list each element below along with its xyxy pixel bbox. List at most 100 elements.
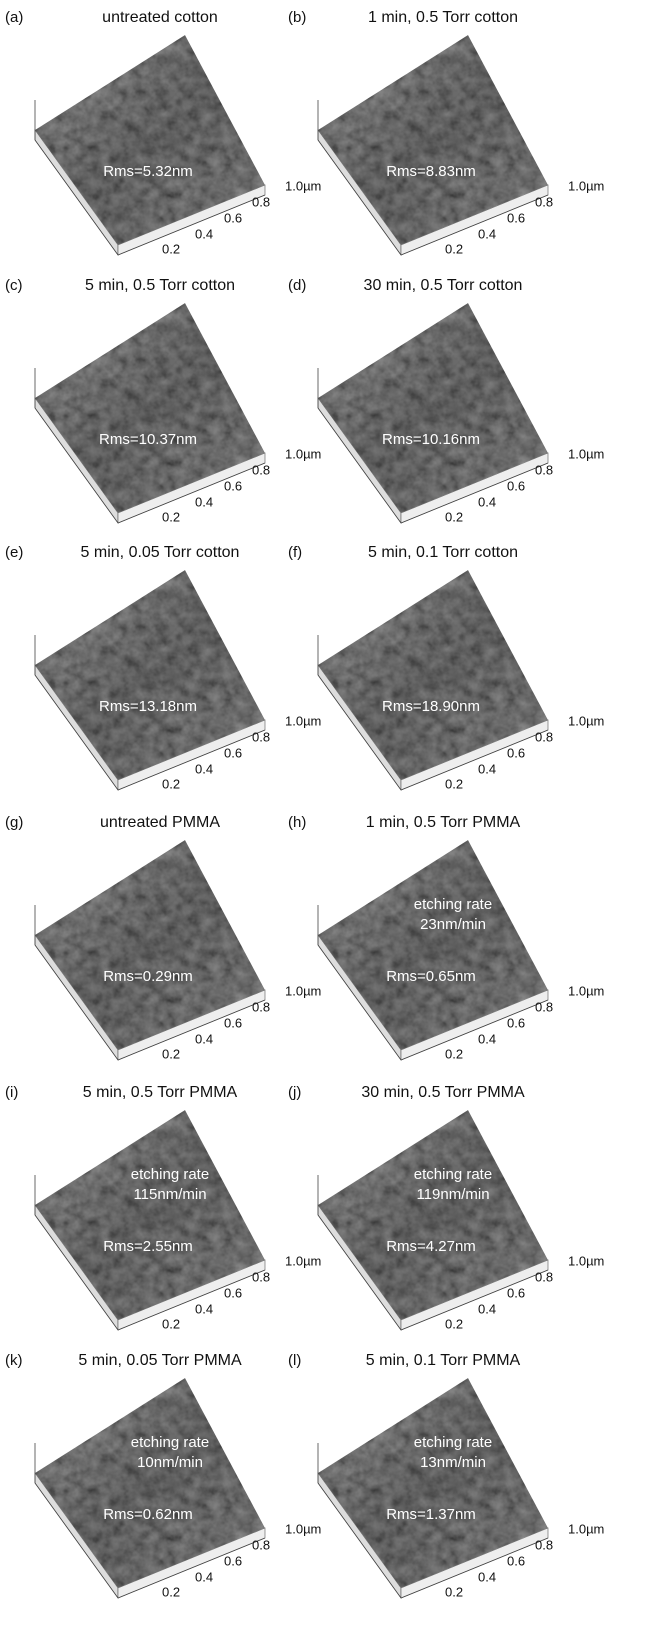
axis-tick-label: 0.6 [224, 478, 242, 493]
panel-label: (l) [288, 1352, 301, 1369]
panel-label: (e) [5, 544, 23, 561]
axis-tick-label: 0.8 [252, 194, 270, 209]
panel-title: untreated PMMA [100, 814, 220, 831]
axis-tick-label: 0.6 [224, 745, 242, 760]
etching-rate: 13nm/min [420, 1454, 486, 1471]
axis-tick-label: 0.2 [162, 1316, 180, 1331]
panel-label: (k) [5, 1352, 23, 1369]
axis-tick-label: 0.2 [162, 776, 180, 791]
axis-tick-label: 0.2 [162, 1046, 180, 1061]
axis-tick-label: 0.8 [535, 999, 553, 1014]
panel-title: 5 min, 0.05 Torr cotton [81, 544, 240, 561]
axis-tick-label: 0.6 [224, 210, 242, 225]
axis-tick-label: 0.8 [535, 462, 553, 477]
panel-label: (d) [288, 277, 306, 294]
axis-tick-label: 0.2 [445, 241, 463, 256]
panel-title: 5 min, 0.5 Torr cotton [85, 277, 235, 294]
rms-value: Rms=13.18nm [99, 698, 197, 715]
axis-tick-label: 0.4 [478, 494, 496, 509]
axis-tick-label: 0.2 [162, 509, 180, 524]
etching-rate: etching rate [414, 896, 492, 913]
panel-title: 1 min, 0.5 Torr cotton [368, 9, 518, 26]
axis-tick-label: 0.2 [162, 1584, 180, 1599]
panel-title: untreated cotton [102, 9, 218, 26]
rms-value: Rms=1.37nm [386, 1506, 476, 1523]
axis-tick-label: 0.4 [195, 226, 213, 241]
axis-tick-label: 1.0µm [568, 1253, 604, 1268]
axis-tick-label: 0.6 [507, 478, 525, 493]
axis-tick-label: 1.0µm [568, 178, 604, 193]
etching-rate: etching rate [131, 1166, 209, 1183]
axis-tick-label: 0.6 [224, 1553, 242, 1568]
rms-value: Rms=0.29nm [103, 968, 193, 985]
etching-rate: 10nm/min [137, 1454, 203, 1471]
axis-tick-label: 0.2 [445, 1584, 463, 1599]
axis-tick-label: 0.4 [195, 1569, 213, 1584]
panel-label: (g) [5, 814, 23, 831]
axis-tick-label: 0.6 [507, 1553, 525, 1568]
axis-tick-label: 1.0µm [285, 446, 321, 461]
axis-tick-label: 0.4 [478, 1031, 496, 1046]
rms-value: Rms=10.37nm [99, 431, 197, 448]
afm-panel: (a)untreated cotton0.20.40.60.81.0µmRms=… [5, 9, 321, 256]
etching-rate: 119nm/min [416, 1186, 489, 1203]
axis-tick-label: 0.4 [478, 1569, 496, 1584]
panel-title: 5 min, 0.1 Torr PMMA [366, 1352, 521, 1369]
etching-rate: etching rate [131, 1434, 209, 1451]
axis-tick-label: 1.0µm [285, 178, 321, 193]
axis-tick-label: 0.8 [252, 462, 270, 477]
panel-title: 5 min, 0.1 Torr cotton [368, 544, 518, 561]
axis-tick-label: 0.6 [507, 745, 525, 760]
axis-tick-label: 0.2 [445, 1316, 463, 1331]
panel-label: (b) [288, 9, 306, 26]
rms-value: Rms=8.83nm [386, 163, 476, 180]
etching-rate: etching rate [414, 1166, 492, 1183]
axis-tick-label: 1.0µm [285, 983, 321, 998]
axis-tick-label: 0.4 [478, 226, 496, 241]
rms-value: Rms=0.65nm [386, 968, 476, 985]
axis-tick-label: 0.6 [507, 1285, 525, 1300]
axis-tick-label: 1.0µm [568, 446, 604, 461]
panel-title: 30 min, 0.5 Torr cotton [364, 277, 523, 294]
axis-tick-label: 0.6 [507, 1015, 525, 1030]
axis-tick-label: 0.4 [478, 1301, 496, 1316]
rms-value: Rms=18.90nm [382, 698, 480, 715]
axis-tick-label: 1.0µm [568, 1521, 604, 1536]
axis-tick-label: 0.6 [224, 1015, 242, 1030]
rms-value: Rms=2.55nm [103, 1238, 193, 1255]
axis-tick-label: 0.4 [478, 761, 496, 776]
axis-tick-label: 0.2 [445, 1046, 463, 1061]
afm-panel: (d)30 min, 0.5 Torr cotton0.20.40.60.81.… [288, 277, 604, 524]
afm-panel: (g)untreated PMMA0.20.40.60.81.0µmRms=0.… [5, 814, 321, 1061]
rms-value: Rms=0.62nm [103, 1506, 193, 1523]
panel-label: (a) [5, 9, 23, 26]
afm-panel: (f)5 min, 0.1 Torr cotton0.20.40.60.81.0… [288, 544, 604, 791]
afm-panel: (b) 1 min, 0.5 Torr cotton 0.2 0.4 0.6 0.8 1.0… [288, 9, 604, 256]
panel-label: (c) [5, 277, 23, 294]
etching-rate: etching rate [414, 1434, 492, 1451]
afm-panel: (i)5 min, 0.5 Torr PMMA0.20.40.60.81.0µm… [5, 1084, 321, 1331]
axis-tick-label: 1.0µm [285, 1253, 321, 1268]
axis-tick-label: 0.6 [507, 210, 525, 225]
axis-tick-label: 0.8 [535, 194, 553, 209]
panel-title: 5 min, 0.5 Torr PMMA [83, 1084, 238, 1101]
rms-value: Rms=5.32nm [103, 163, 193, 180]
rms-value: Rms=10.16nm [382, 431, 480, 448]
panel-title: 1 min, 0.5 Torr PMMA [366, 814, 521, 831]
afm-panel: (k)5 min, 0.05 Torr PMMA0.20.40.60.81.0µ… [5, 1352, 321, 1599]
figure: (a) untreated cotton 0.2 0.4 0.6 0.8 1.0µm Rms=… [0, 0, 649, 1649]
axis-tick-label: 0.8 [252, 1537, 270, 1552]
panel-label: (f) [288, 544, 302, 561]
axis-tick-label: 1.0µm [568, 713, 604, 728]
etching-rate: 115nm/min [133, 1186, 206, 1203]
axis-tick-label: 1.0µm [285, 713, 321, 728]
afm-panel: (e)5 min, 0.05 Torr cotton0.20.40.60.81.… [5, 544, 321, 791]
axis-tick-label: 0.8 [535, 729, 553, 744]
axis-tick-label: 0.6 [224, 1285, 242, 1300]
axis-tick-label: 0.8 [252, 729, 270, 744]
afm-panel: (j)30 min, 0.5 Torr PMMA0.20.40.60.81.0µ… [288, 1084, 604, 1331]
axis-tick-label: 0.4 [195, 494, 213, 509]
axis-tick-label: 1.0µm [285, 1521, 321, 1536]
axis-tick-label: 0.4 [195, 1301, 213, 1316]
afm-panel: (c) 5 min, 0.5 Torr cotton 0.2 0.4 0.6 0.8 1.0… [5, 277, 321, 524]
